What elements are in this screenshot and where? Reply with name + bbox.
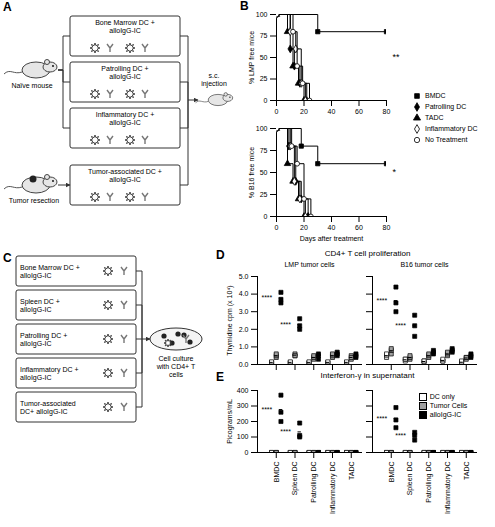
svg-text:****: ****: [261, 294, 272, 301]
svg-text:60: 60: [355, 224, 363, 231]
svg-text:Tumor-associatedDC+ alloIgG-IC: Tumor-associatedDC+ alloIgG-IC: [20, 400, 76, 416]
svg-text:400: 400: [237, 387, 249, 394]
svg-text:0: 0: [275, 224, 279, 231]
svg-text:Inflammatory DC +alloIgG-IC: Inflammatory DC +alloIgG-IC: [96, 111, 155, 127]
html-text:E: E: [216, 370, 224, 384]
svg-text:BMDC: BMDC: [387, 462, 394, 483]
svg-text:TADC: TADC: [462, 462, 469, 481]
svg-text:Patrolling DC: Patrolling DC: [425, 462, 433, 503]
svg-text:Patrolling DC +alloIgG-IC: Patrolling DC +alloIgG-IC: [101, 65, 148, 81]
svg-text:Bone Marrow DC +alloIgG-IC: Bone Marrow DC +alloIgG-IC: [20, 264, 80, 280]
svg-text:Tumor-associated DC +alloIgG-I: Tumor-associated DC +alloIgG-IC: [88, 168, 162, 184]
html-text:BMDC: BMDC: [425, 92, 446, 99]
html-text:No Treatment: No Treatment: [425, 136, 468, 143]
svg-text:75: 75: [260, 32, 268, 39]
html-text:alloIgG-IC: alloIgG-IC: [429, 411, 462, 418]
svg-text:Thymidine cpm (x 10⁴): Thymidine cpm (x 10⁴): [226, 285, 234, 355]
svg-text:Spleen DC +alloIgG-IC: Spleen DC +alloIgG-IC: [20, 298, 60, 314]
svg-text:Picograms/mL: Picograms/mL: [226, 399, 234, 444]
svg-text:****: ****: [395, 322, 406, 329]
svg-text:20: 20: [300, 108, 308, 115]
svg-text:60: 60: [355, 108, 363, 115]
html-text:D: D: [216, 248, 225, 262]
svg-text:Bone Marrow DC +alloIgG-IC: Bone Marrow DC +alloIgG-IC: [95, 19, 155, 35]
svg-text:3.0: 3.0: [239, 308, 249, 315]
svg-text:A: A: [3, 0, 12, 14]
svg-text:****: ****: [395, 432, 406, 439]
svg-text:Inflammatory DC: Inflammatory DC: [329, 462, 337, 515]
svg-text:****: ****: [261, 406, 272, 413]
svg-text:25: 25: [260, 191, 268, 198]
svg-text:40: 40: [328, 224, 336, 231]
svg-text:4.0: 4.0: [239, 290, 249, 297]
svg-text:40: 40: [328, 108, 336, 115]
html-text:CD4+ T cell proliferation: CD4+ T cell proliferation: [324, 249, 411, 258]
svg-text:0: 0: [264, 97, 268, 104]
svg-text:Tumor resection: Tumor resection: [9, 197, 59, 204]
svg-text:****: ****: [280, 428, 291, 435]
html-text:TADC: TADC: [425, 114, 444, 121]
svg-text:BMDC: BMDC: [272, 462, 279, 483]
svg-text:C: C: [3, 251, 12, 265]
svg-text:Inflammatory DC: Inflammatory DC: [444, 462, 452, 515]
svg-text:TADC: TADC: [347, 462, 354, 481]
svg-text:20: 20: [300, 224, 308, 231]
html-text:Patrolling DC: Patrolling DC: [425, 103, 467, 110]
svg-text:50: 50: [260, 169, 268, 176]
html-text:B: B: [240, 0, 249, 13]
html-text:Interferon-γ in supernatant: Interferon-γ in supernatant: [320, 371, 415, 380]
svg-text:5.0: 5.0: [239, 273, 249, 280]
svg-text:0: 0: [275, 108, 279, 115]
svg-text:Spleen DC: Spleen DC: [406, 462, 414, 496]
html-text:DC only: DC only: [429, 393, 455, 400]
svg-text:1.0: 1.0: [239, 343, 249, 350]
svg-text:100: 100: [256, 125, 268, 132]
svg-text:Spleen DC: Spleen DC: [291, 462, 299, 496]
svg-text:*: *: [393, 167, 397, 177]
svg-text:****: ****: [376, 297, 387, 304]
svg-text:0: 0: [245, 449, 249, 456]
svg-text:****: ****: [376, 415, 387, 422]
svg-text:****: ****: [280, 321, 291, 328]
svg-text:25: 25: [260, 75, 268, 82]
svg-text:Naïve mouse: Naïve mouse: [11, 82, 52, 89]
svg-text:75: 75: [260, 147, 268, 154]
html-text:LMP tumor cells: LMP tumor cells: [284, 261, 335, 268]
svg-text:Cell culturewith CD4+ Tcells: Cell culturewith CD4+ Tcells: [156, 355, 196, 378]
svg-text:Patrolling DC: Patrolling DC: [310, 462, 318, 503]
svg-text:% LMP free mice: % LMP free mice: [248, 31, 255, 84]
svg-text:200: 200: [237, 418, 249, 425]
svg-text:0.0: 0.0: [239, 361, 249, 368]
html-text:B16 tumor cells: B16 tumor cells: [400, 261, 449, 268]
svg-text:0: 0: [264, 213, 268, 220]
html-text:Inflammatory DC: Inflammatory DC: [425, 125, 478, 132]
svg-text:300: 300: [237, 402, 249, 409]
html-text:Tumor Cells: Tumor Cells: [429, 402, 468, 409]
svg-text:80: 80: [383, 224, 391, 231]
svg-text:50: 50: [260, 54, 268, 61]
svg-text:**: **: [393, 52, 401, 62]
svg-text:Days after treatment: Days after treatment: [300, 235, 363, 243]
svg-text:100: 100: [237, 433, 249, 440]
svg-text:Patrolling DC +alloIgG-IC: Patrolling DC +alloIgG-IC: [20, 332, 67, 348]
svg-text:80: 80: [383, 108, 391, 115]
svg-text:s.c.injection: s.c.injection: [201, 72, 227, 88]
svg-text:% B16 free mice: % B16 free mice: [248, 147, 255, 198]
svg-text:2.0: 2.0: [239, 326, 249, 333]
svg-text:Inflammatory DC +alloIgG-IC: Inflammatory DC +alloIgG-IC: [20, 366, 79, 382]
svg-text:100: 100: [256, 11, 268, 18]
